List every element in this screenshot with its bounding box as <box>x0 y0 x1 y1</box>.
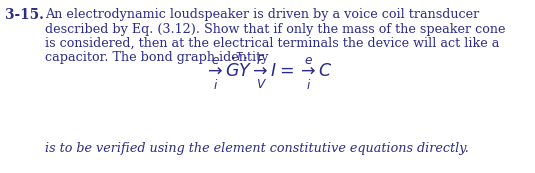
Text: $T$: $T$ <box>235 50 244 62</box>
Text: An electrodynamic loudspeaker is driven by a voice coil transducer: An electrodynamic loudspeaker is driven … <box>45 8 479 21</box>
Text: 3-15.: 3-15. <box>5 8 44 22</box>
Text: is considered, then at the electrical terminals the device will act like a: is considered, then at the electrical te… <box>45 37 499 50</box>
Text: capacitor. The bond graph identity: capacitor. The bond graph identity <box>45 52 269 65</box>
Text: $\overset{e}{\underset{i}{\rightarrow}}\dot{G}\dot{Y}\overset{F}{\underset{V}{\r: $\overset{e}{\underset{i}{\rightarrow}}\… <box>204 54 332 92</box>
Text: is to be verified using the element constitutive equations directly.: is to be verified using the element cons… <box>45 142 469 155</box>
Text: described by Eq. (3.12). Show that if only the mass of the speaker cone: described by Eq. (3.12). Show that if on… <box>45 22 506 35</box>
